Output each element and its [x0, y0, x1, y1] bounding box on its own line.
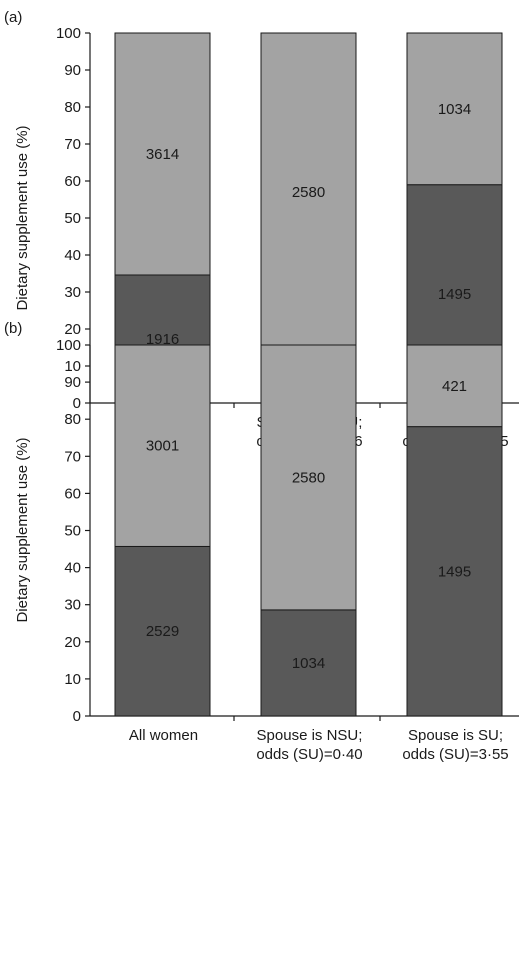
data-label: 1495 [438, 563, 471, 580]
y-tick-label: 10 [64, 671, 81, 688]
y-tick-label: 90 [64, 62, 81, 79]
data-label: 2529 [146, 623, 179, 640]
category-label: Spouse is SU; [408, 727, 503, 744]
y-tick-label: 100 [56, 337, 81, 354]
bar-segment-nsu [406, 344, 503, 428]
y-tick-label: 90 [64, 374, 81, 391]
y-tick-label: 60 [64, 173, 81, 190]
y-tick-label: 40 [64, 247, 81, 264]
data-label: 3614 [146, 146, 179, 163]
bar-segment-nsu [114, 32, 211, 276]
bar-segment-nsu [114, 344, 211, 547]
y-tick-label: 60 [64, 485, 81, 502]
category-label: All women [129, 727, 198, 744]
data-label: 1916 [146, 331, 179, 348]
data-label: 2580 [292, 184, 325, 201]
panel-label: (b) [4, 320, 22, 337]
y-tick-label: 0 [73, 708, 81, 725]
data-label: 1034 [292, 655, 325, 672]
y-tick-label: 50 [64, 210, 81, 227]
bar-segment-su [114, 545, 211, 717]
y-tick-label: 0 [73, 395, 81, 412]
bar-segment-nsu [260, 344, 357, 611]
data-label: 1034 [438, 101, 471, 118]
y-tick-label: 100 [56, 25, 81, 42]
y-tick-label: 20 [64, 321, 81, 338]
data-label: 1495 [438, 286, 471, 303]
y-tick-label: 50 [64, 523, 81, 540]
y-tick-label: 70 [64, 448, 81, 465]
y-tick-label: 30 [64, 597, 81, 614]
category-label: odds (SU)=3·55 [402, 746, 508, 763]
panel-label: (a) [4, 9, 22, 26]
y-tick-label: 10 [64, 358, 81, 375]
bar-segment-su [406, 426, 503, 717]
panel-b: (b) Dietary supplement use (%) 0 10 20 30 40 50… [4, 320, 519, 763]
y-tick-label: 80 [64, 99, 81, 116]
category-label: Spouse is NSU; [257, 727, 363, 744]
category-label: odds (SU)=0·40 [256, 746, 362, 763]
y-axis-label: Dietary supplement use (%) [14, 437, 31, 622]
y-tick-label: 40 [64, 560, 81, 577]
data-label: 3001 [146, 438, 179, 455]
y-tick-label: 80 [64, 411, 81, 428]
y-axis-label: Dietary supplement use (%) [14, 125, 31, 310]
y-tick-label: 30 [64, 284, 81, 301]
bar-segment-nsu [260, 32, 357, 352]
data-label: 2580 [292, 469, 325, 486]
data-label: 421 [442, 378, 467, 395]
y-tick-label: 70 [64, 136, 81, 153]
y-tick-label: 20 [64, 634, 81, 651]
bar-segment-su [260, 609, 357, 717]
bar-segment-nsu [406, 32, 503, 186]
